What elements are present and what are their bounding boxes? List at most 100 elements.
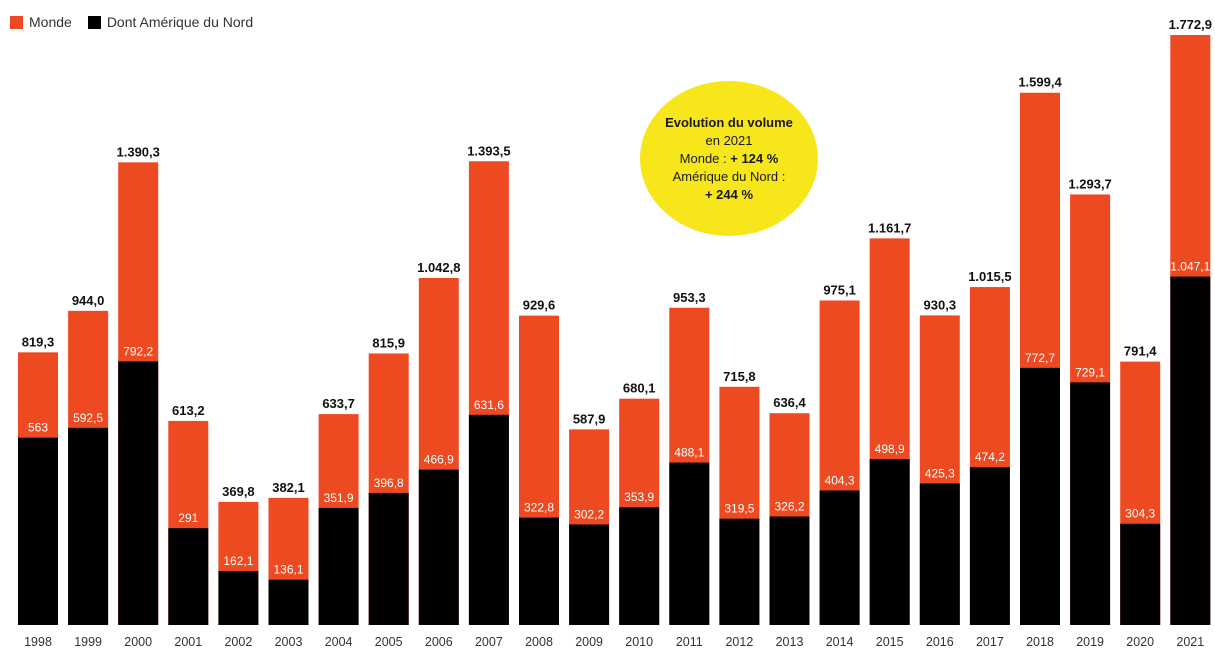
data-label-amerique-du-nord-2008: 322,8 (524, 501, 554, 515)
data-label-amerique-du-nord-2010: 353,9 (624, 490, 654, 504)
data-label-monde-2008: 929,6 (523, 298, 556, 313)
data-label-monde-2014: 975,1 (823, 282, 856, 297)
x-tick-label-2013: 2013 (776, 635, 804, 649)
bar-amerique-du-nord-2010 (619, 507, 660, 625)
legend-label-amerique-du-nord: Dont Amérique du Nord (106, 14, 254, 30)
annotation-monde: Monde : + 124 % (680, 150, 779, 168)
bar-amerique-du-nord-2005 (368, 492, 409, 625)
data-label-amerique-du-nord-2002: 162,1 (223, 554, 253, 568)
data-label-amerique-du-nord-2006: 466,9 (424, 453, 454, 467)
x-tick-label-2016: 2016 (926, 635, 954, 649)
annotation-bubble: Evolution du volume en 2021 Monde : + 12… (640, 81, 818, 236)
data-label-amerique-du-nord-2009: 302,2 (574, 507, 604, 521)
data-label-amerique-du-nord-2015: 498,9 (875, 442, 905, 456)
data-label-monde-2007: 1.393,5 (467, 143, 510, 158)
data-label-monde-2013: 636,4 (773, 395, 806, 410)
bar-amerique-du-nord-2020 (1120, 523, 1161, 625)
x-tick-label-2003: 2003 (275, 635, 303, 649)
data-label-amerique-du-nord-2007: 631,6 (474, 398, 504, 412)
x-tick-label-2005: 2005 (375, 635, 403, 649)
bar-amerique-du-nord-2012 (719, 518, 760, 625)
data-label-amerique-du-nord-2005: 396,8 (374, 476, 404, 490)
x-tick-label-2002: 2002 (224, 635, 252, 649)
bar-amerique-du-nord-2021 (1170, 276, 1211, 625)
annotation-na-value: + 244 % (704, 186, 754, 202)
legend: Monde Dont Amérique du Nord (10, 14, 269, 30)
x-tick-label-2020: 2020 (1126, 635, 1154, 649)
data-label-amerique-du-nord-2013: 326,2 (774, 499, 804, 513)
bar-amerique-du-nord-2002 (218, 571, 259, 625)
data-label-amerique-du-nord-2012: 319,5 (724, 502, 754, 516)
bar-amerique-du-nord-2014 (819, 490, 860, 625)
x-tick-label-2021: 2021 (1176, 635, 1204, 649)
bar-amerique-du-nord-2004 (318, 507, 359, 625)
annotation-title-line1: Evolution du volume (665, 114, 793, 130)
data-label-amerique-du-nord-2019: 729,1 (1075, 365, 1105, 379)
data-label-monde-2017: 1.015,5 (968, 269, 1011, 284)
data-label-monde-2016: 930,3 (924, 297, 957, 312)
x-tick-label-2011: 2011 (676, 635, 703, 649)
x-tick-label-2001: 2001 (174, 635, 202, 649)
bar-amerique-du-nord-2009 (569, 524, 610, 625)
annotation-monde-value: + 124 % (730, 150, 779, 166)
legend-swatch-amerique-du-nord (87, 15, 101, 29)
data-label-monde-2020: 791,4 (1124, 344, 1157, 359)
legend-item-amerique-du-nord: Dont Amérique du Nord (87, 14, 254, 30)
data-label-monde-2018: 1.599,4 (1018, 75, 1062, 90)
bar-amerique-du-nord-1999 (68, 427, 109, 625)
data-label-monde-1999: 944,0 (72, 293, 105, 308)
data-label-amerique-du-nord-2003: 136,1 (273, 563, 303, 577)
data-label-amerique-du-nord-2020: 304,3 (1125, 507, 1155, 521)
annotation-title-line2: en 2021 (705, 132, 753, 148)
bar-amerique-du-nord-1998 (18, 437, 58, 625)
x-tick-label-2007: 2007 (475, 635, 503, 649)
x-tick-label-2009: 2009 (575, 635, 603, 649)
x-tick-label-2008: 2008 (525, 635, 553, 649)
bar-amerique-du-nord-2018 (1020, 367, 1060, 625)
annotation-na-label: Amérique du Nord : (672, 168, 786, 184)
x-tick-label-1999: 1999 (74, 635, 102, 649)
data-label-monde-2000: 1.390,3 (117, 144, 160, 159)
data-label-monde-2002: 369,8 (222, 484, 255, 499)
bar-amerique-du-nord-2013 (769, 516, 810, 625)
x-tick-label-2014: 2014 (826, 635, 854, 649)
data-label-monde-2015: 1.161,7 (868, 220, 911, 235)
data-label-monde-2021: 1.772,9 (1169, 17, 1212, 32)
data-label-amerique-du-nord-2017: 474,2 (975, 450, 1005, 464)
x-tick-label-2017: 2017 (976, 635, 1004, 649)
x-tick-label-2006: 2006 (425, 635, 453, 649)
data-label-amerique-du-nord-2000: 792,2 (123, 344, 153, 358)
data-label-monde-1998: 819,3 (22, 334, 55, 349)
data-label-monde-2010: 680,1 (623, 381, 656, 396)
legend-item-monde: Monde (10, 14, 72, 30)
data-label-monde-2001: 613,2 (172, 403, 205, 418)
x-tick-label-2000: 2000 (124, 635, 152, 649)
bar-amerique-du-nord-2015 (869, 458, 910, 625)
data-label-monde-2005: 815,9 (372, 335, 405, 350)
x-tick-label-1998: 1998 (24, 635, 52, 649)
data-label-amerique-du-nord-2016: 425,3 (925, 466, 955, 480)
bar-amerique-du-nord-2008 (519, 517, 559, 625)
data-label-amerique-du-nord-2014: 404,3 (825, 473, 855, 487)
data-label-amerique-du-nord-2021: 1.047,1 (1170, 260, 1210, 274)
bar-amerique-du-nord-2003 (268, 579, 309, 625)
data-label-amerique-du-nord-2004: 351,9 (324, 491, 354, 505)
x-tick-label-2012: 2012 (725, 635, 753, 649)
legend-swatch-monde (10, 15, 23, 29)
bar-amerique-du-nord-2017 (969, 467, 1010, 625)
bar-amerique-du-nord-2006 (418, 469, 459, 625)
x-tick-label-2019: 2019 (1076, 635, 1104, 649)
bar-amerique-du-nord-2019 (1070, 382, 1111, 625)
data-label-monde-2019: 1.293,7 (1068, 176, 1111, 191)
data-label-monde-2004: 633,7 (322, 396, 355, 411)
legend-label-monde: Monde (29, 14, 72, 30)
data-label-monde-2003: 382,1 (272, 480, 305, 495)
bar-amerique-du-nord-2007 (468, 414, 509, 625)
data-label-amerique-du-nord-2001: 291 (178, 511, 198, 525)
data-label-monde-2012: 715,8 (723, 369, 756, 384)
data-label-monde-2011: 953,3 (673, 290, 706, 305)
x-tick-label-2018: 2018 (1026, 635, 1054, 649)
annotation-monde-label: Monde : (679, 150, 731, 166)
bar-amerique-du-nord-2000 (118, 361, 159, 625)
